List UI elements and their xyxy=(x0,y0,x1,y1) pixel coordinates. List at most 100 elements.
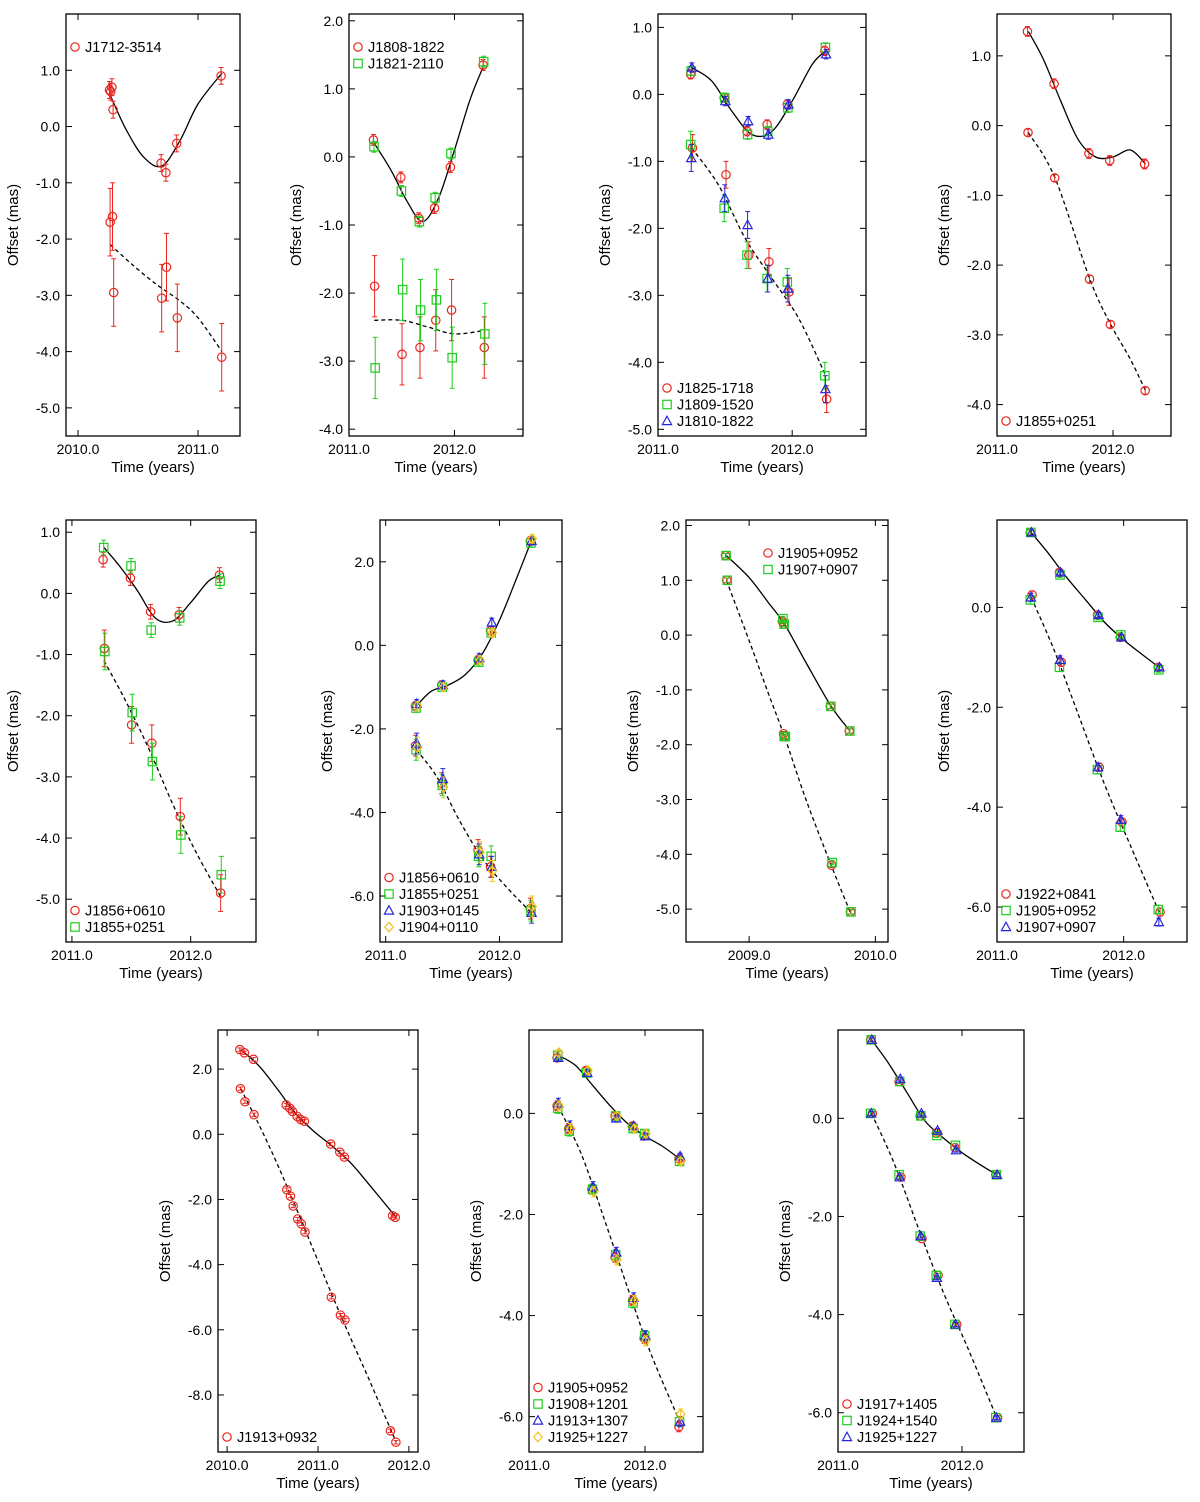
panel-5-x-axis-label: Time (years) xyxy=(119,965,203,982)
panel-2-x-axis-label: Time (years) xyxy=(394,459,478,476)
panel-4-legend-marker xyxy=(1001,416,1011,426)
panel-2-data-point xyxy=(478,56,489,67)
panel-1-x-axis-label: Time (years) xyxy=(111,459,195,476)
panel-6-legend-entry: J1903+0145 xyxy=(399,904,479,920)
panel-2-data-point xyxy=(430,192,440,203)
panel-5-x-tick-label: 2011.0 xyxy=(51,947,93,963)
panel-8-fit-dashed xyxy=(1030,597,1160,913)
panel-10-legend-marker xyxy=(533,1382,543,1393)
panel-7-y-tick-label: 2.0 xyxy=(661,517,681,533)
panel-2-legend-marker xyxy=(353,42,363,52)
panel-6-data-point xyxy=(487,865,498,877)
panel-10-data-point xyxy=(611,1254,622,1266)
panel-2-y-tick-label: 0.0 xyxy=(324,149,344,165)
panel-10-data-point xyxy=(674,1415,686,1426)
panel-5-y-tick-label: -1.0 xyxy=(36,647,60,663)
panel-4-data-point xyxy=(1023,127,1033,138)
panel-3-y-tick-label: -5.0 xyxy=(628,421,652,437)
panel-2-data-point xyxy=(478,60,488,70)
panel-4-y-tick-label: 0.0 xyxy=(972,118,992,134)
panel-10-data-point xyxy=(674,1150,686,1161)
panel-10-data-point xyxy=(675,1408,686,1420)
panel-5-legend-entry: J1855+0251 xyxy=(85,920,165,936)
panel-3-data-point xyxy=(782,98,795,109)
panel-8-data-point xyxy=(1055,566,1067,577)
panel-9-data-point xyxy=(249,1109,259,1120)
panel-3-x-tick-label: 2012.0 xyxy=(771,441,814,457)
panel-3-data-point xyxy=(685,151,697,163)
panel-10-legend-entry: J1905+0952 xyxy=(548,1381,628,1397)
panel-11-data-point xyxy=(950,1144,962,1155)
panel-9-data-point xyxy=(326,1292,337,1303)
panel-7-data-point xyxy=(780,731,791,742)
panel-6-legend-marker xyxy=(384,921,394,933)
panel-10-legend-marker xyxy=(533,1399,543,1409)
panel-6-data-point xyxy=(412,700,423,712)
panel-2-data-point xyxy=(369,281,380,292)
panel-5-fit-solid xyxy=(103,547,221,624)
panel-5-data-point xyxy=(98,542,109,553)
panel-9-data-point xyxy=(285,1103,295,1114)
panel-3-y-tick-label: -3.0 xyxy=(628,287,652,303)
panel-5-data-point xyxy=(145,606,156,617)
panel-9-y-tick-label: 0.0 xyxy=(193,1126,213,1142)
panel-2-data-point xyxy=(397,284,408,295)
panel-8-y-tick-label: -2.0 xyxy=(967,699,991,715)
panel-4-axes-frame xyxy=(996,13,1172,437)
panel-11-legend-marker xyxy=(841,1430,853,1442)
panel-6-y-tick-label: -4.0 xyxy=(350,804,374,820)
panel-10-data-point xyxy=(587,1180,599,1191)
panel-3-data-point xyxy=(685,69,696,80)
panel-11-data-point xyxy=(990,1411,1003,1422)
panel-5-data-point xyxy=(175,811,186,822)
panel-5-legend-marker xyxy=(70,905,80,916)
panel-11: 2011.0 2012.0 0.0 -2.0 -4.0 -6.0 Time (years) O… xyxy=(777,1029,1025,1492)
panel-6-data-point xyxy=(527,533,538,545)
panel-10-data-point xyxy=(629,1294,640,1307)
panel-11-x-tick-label: 2012.0 xyxy=(941,1457,984,1473)
panel-10-y-tick-label: 0.0 xyxy=(504,1105,524,1121)
panel-7-data-point xyxy=(721,550,731,561)
panel-9-y-axis-label: Offset (mas) xyxy=(157,1200,174,1282)
panel-10-data-point xyxy=(564,1126,575,1136)
panel-1-axes-frame xyxy=(65,13,241,437)
panel-10-data-point xyxy=(611,1110,622,1122)
panel-4-x-axis-label: Time (years) xyxy=(1042,459,1126,476)
panel-10-fit-solid xyxy=(557,1054,681,1160)
panel-5: 2011.0 2012.0 1.0 0.0 -1.0 -2.0 -3.0 -4.0 -5.0 Ti… xyxy=(5,519,257,982)
panel-4-y-tick-label: 1.0 xyxy=(972,48,992,64)
panel-8-legend-marker xyxy=(1001,905,1011,916)
panel-7-x-axis-label: Time (years) xyxy=(745,965,829,982)
panel-3-y-tick-label: 1.0 xyxy=(633,19,653,35)
panel-1-y-axis-label: Offset (mas) xyxy=(5,184,22,266)
panel-4-y-tick-label: -3.0 xyxy=(967,327,991,343)
panel-2-y-tick-label: -1.0 xyxy=(319,217,343,233)
panel-7-data-point xyxy=(722,575,733,586)
panel-10: 2011.0 2012.0 0.0 -2.0 -4.0 -6.0 Time (years) O… xyxy=(468,1029,704,1492)
panel-2-y-tick-label: 1.0 xyxy=(324,81,344,97)
panel-4-fit-dashed xyxy=(1027,132,1147,391)
panel-6-y-tick-label: 0.0 xyxy=(355,637,375,653)
panel-9-y-tick-label: -8.0 xyxy=(188,1387,212,1403)
panel-8-legend-marker xyxy=(1001,889,1011,899)
panel-1-legend-entry: J1712-3514 xyxy=(85,40,162,56)
panel-10-fit-dashed xyxy=(557,1105,681,1422)
panel-9-data-point xyxy=(285,1191,296,1201)
panel-10-data-point xyxy=(552,1050,563,1061)
panel-6-legend-marker xyxy=(384,872,394,883)
panel-9-fit-solid xyxy=(240,1049,397,1218)
panel-4-y-axis-label: Offset (mas) xyxy=(936,184,953,266)
panel-7-legend-marker xyxy=(763,548,773,558)
panel-1-y-tick-label: 0.0 xyxy=(41,119,61,135)
panel-9-data-point xyxy=(325,1139,336,1149)
panel-4-data-point xyxy=(1022,26,1033,37)
panel-3-data-point xyxy=(762,126,773,137)
panel-9-data-point xyxy=(390,1212,401,1223)
panel-3-data-point xyxy=(819,383,832,394)
panel-4-data-point xyxy=(1049,78,1059,89)
panel-3-data-point xyxy=(764,257,774,267)
panel-2-data-point xyxy=(370,363,381,373)
panel-7-data-point xyxy=(779,619,789,629)
panel-3-axes-frame xyxy=(657,13,867,437)
panel-11-y-axis-label: Offset (mas) xyxy=(777,1200,794,1282)
